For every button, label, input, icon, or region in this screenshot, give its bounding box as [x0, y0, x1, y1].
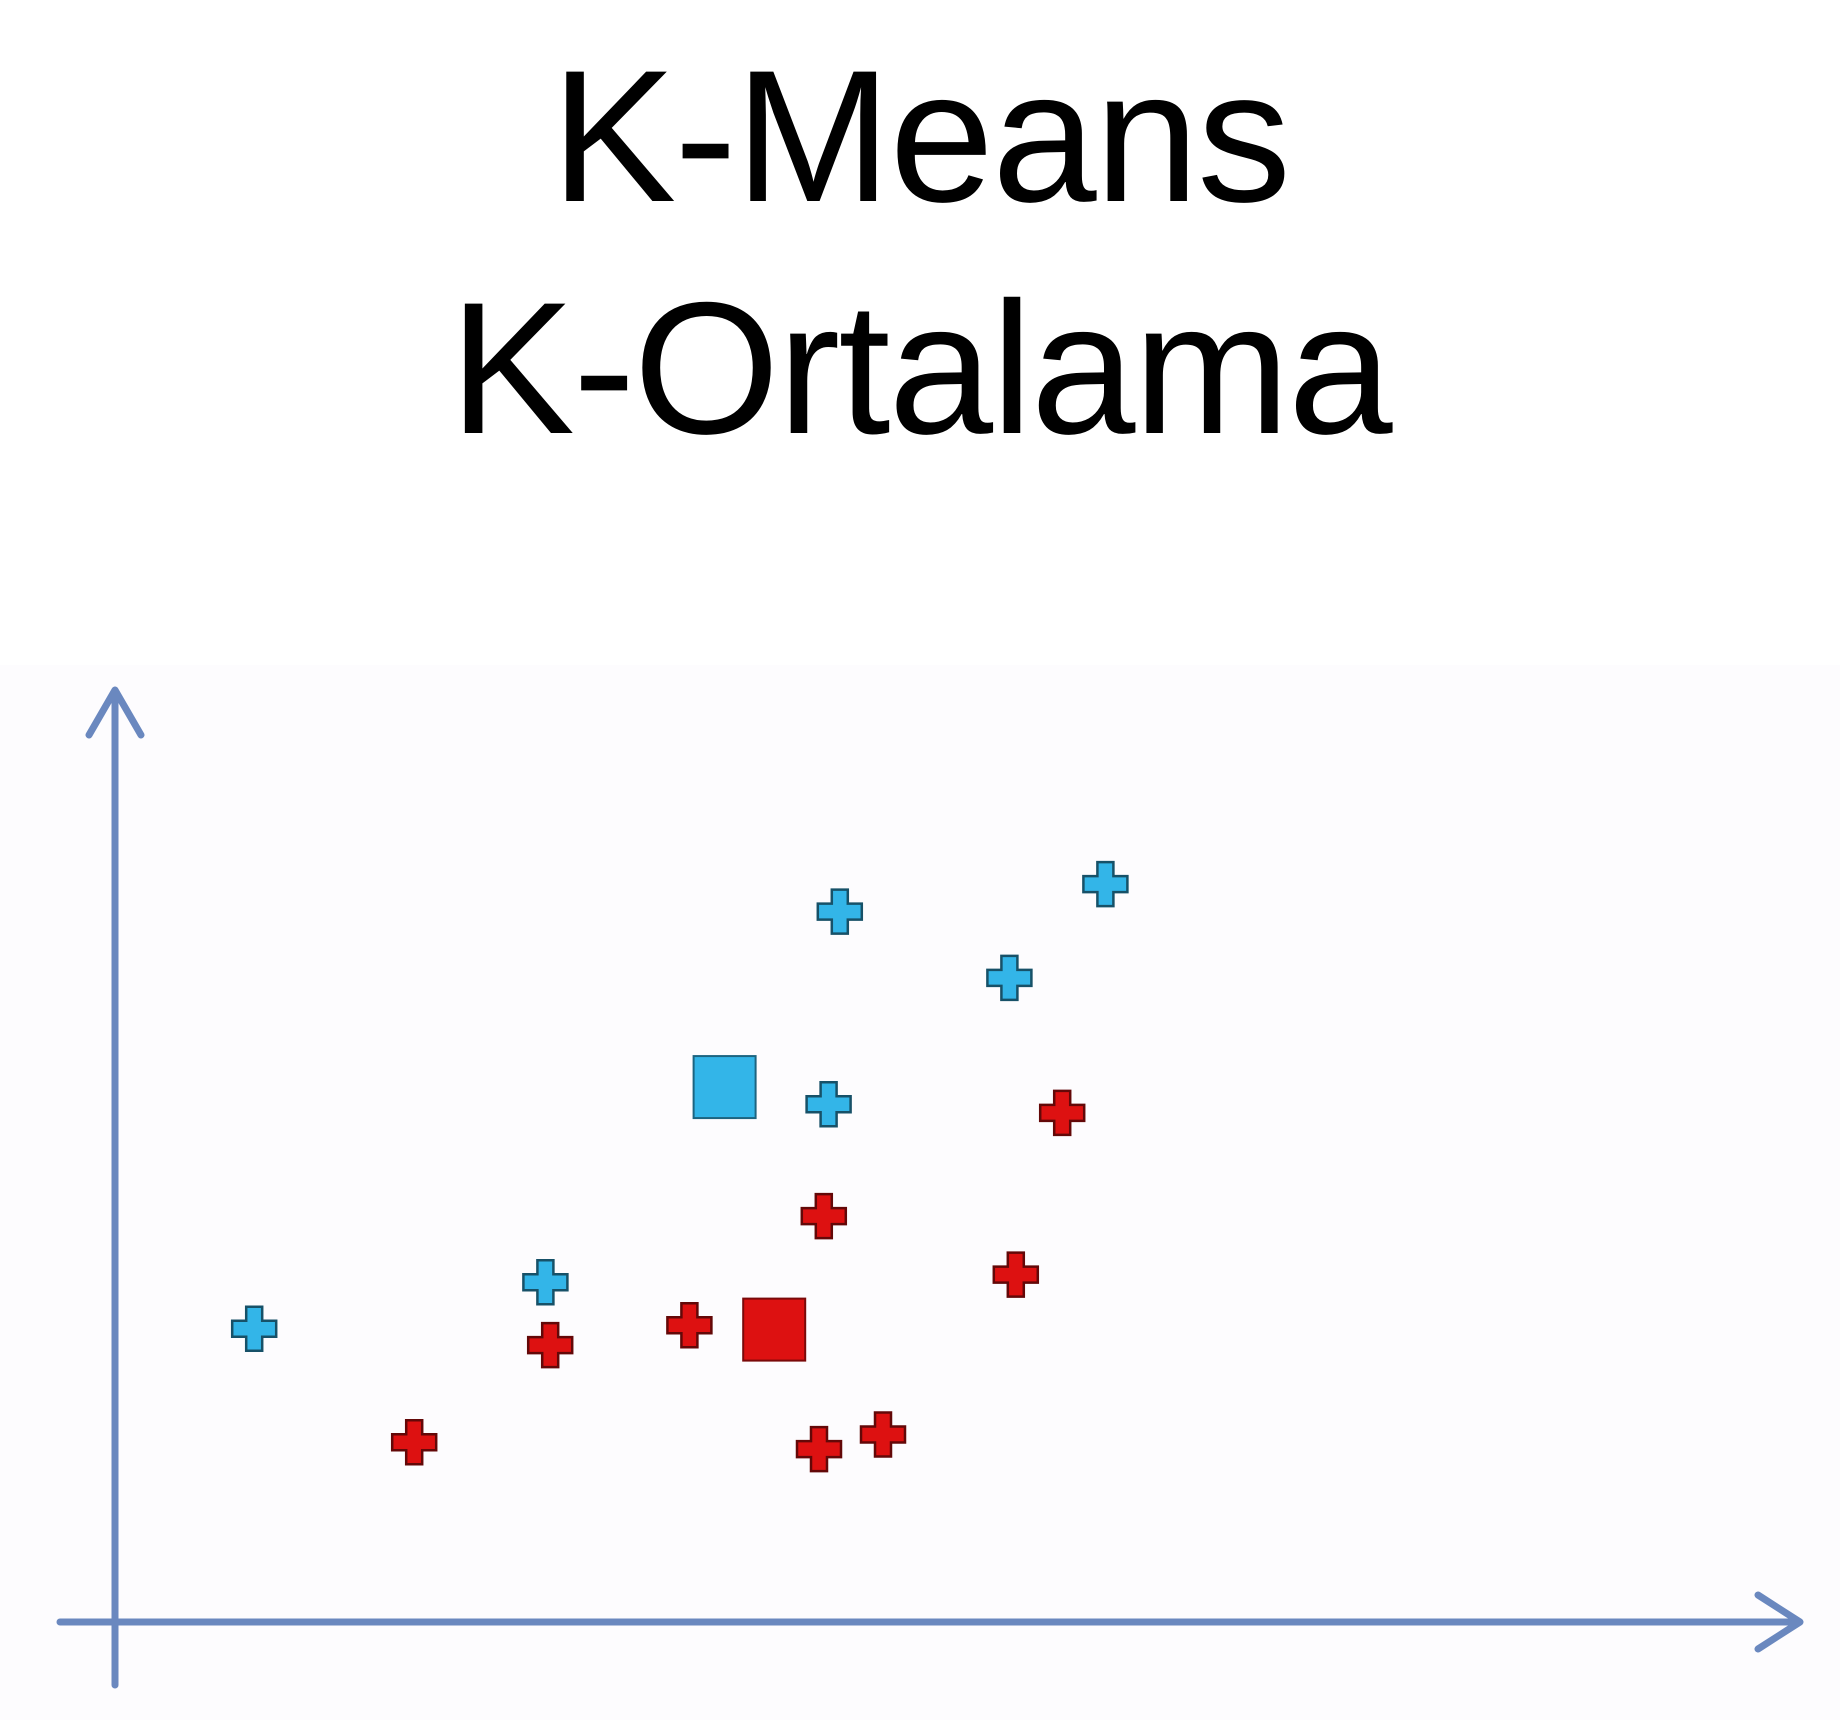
data-point-s1-5	[522, 1259, 569, 1306]
scatter-chart	[56, 686, 1804, 1689]
centroid-2	[742, 1297, 807, 1362]
data-point-s2-8	[859, 1411, 907, 1458]
data-point-s1-3	[986, 954, 1033, 1002]
data-point-s1-4	[805, 1081, 852, 1128]
data-point-s2-1	[1038, 1089, 1086, 1137]
data-points	[230, 860, 1129, 1473]
data-point-s2-4	[666, 1302, 713, 1349]
data-point-s2-6	[390, 1419, 438, 1466]
chart-title: K-Means K-Ortalama	[0, 20, 1840, 484]
centroid-1	[692, 1055, 757, 1120]
data-point-s1-1	[816, 888, 864, 935]
data-point-s2-2	[800, 1192, 848, 1240]
y-axis-arrowhead	[85, 686, 145, 739]
title-line-turkish: K-Ortalama	[449, 263, 1392, 473]
data-point-s2-7	[795, 1425, 843, 1473]
data-point-s2-5	[526, 1321, 574, 1369]
title-line-english: K-Means	[550, 31, 1291, 241]
data-point-s1-2	[1082, 860, 1129, 908]
data-point-s1-6	[230, 1305, 278, 1352]
centroids	[692, 1055, 807, 1362]
axes	[56, 686, 1804, 1689]
data-point-s2-3	[992, 1251, 1040, 1298]
plot-area	[0, 665, 1840, 1720]
x-axis-arrowhead	[1754, 1591, 1804, 1653]
